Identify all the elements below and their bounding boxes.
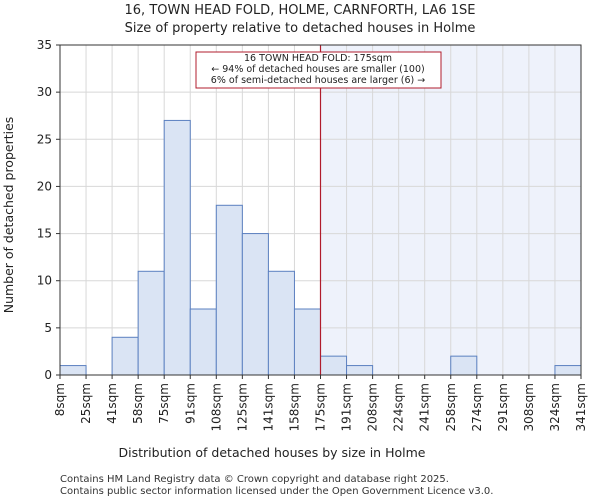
bars-group <box>59 119 582 376</box>
y-tick-label: 30 <box>37 85 52 99</box>
y-axis-label: Number of detached properties <box>1 117 16 314</box>
x-tick-label: 75sqm <box>157 383 171 424</box>
y-tick-label: 0 <box>44 368 52 382</box>
bar <box>215 204 243 376</box>
annotation-box: 16 TOWN HEAD FOLD: 175sqm ← 94% of detac… <box>195 51 442 89</box>
x-tick-label: 241sqm <box>418 383 432 431</box>
x-axis-label: Distribution of detached houses by size … <box>119 445 426 460</box>
x-tick-label: 158sqm <box>287 383 301 431</box>
bar <box>163 119 191 376</box>
bar <box>450 355 478 376</box>
y-tick-label: 10 <box>37 274 52 288</box>
annotation-line-3: 6% of semi-detached houses are larger (6… <box>211 75 425 86</box>
y-tick-label: 35 <box>37 38 52 52</box>
x-tick-label: 108sqm <box>209 383 223 431</box>
annotation-frame <box>195 51 442 89</box>
bar <box>346 365 374 376</box>
bar <box>111 336 139 376</box>
footer-line-2: Contains public sector information licen… <box>60 486 493 497</box>
x-tick-label: 208sqm <box>366 383 380 431</box>
x-tick-label: 274sqm <box>470 383 484 431</box>
bar <box>320 355 348 376</box>
x-tick-label: 258sqm <box>444 383 458 431</box>
annotation-line-2: ← 94% of detached houses are smaller (10… <box>211 64 424 75</box>
bar <box>293 308 322 376</box>
axes-group: 0 5 10 15 20 25 30 35 8sqm 25sqm 41sqm 58sqm 75sqm 91… <box>37 38 588 431</box>
bar <box>189 308 217 376</box>
y-tick-label: 20 <box>37 179 52 193</box>
x-tick-label: 141sqm <box>261 383 275 431</box>
x-tick-label: 191sqm <box>340 383 354 431</box>
bar <box>241 233 269 376</box>
chart-title: 16, TOWN HEAD FOLD, HOLME, CARNFORTH, LA… <box>125 3 476 18</box>
chart-subtitle: Size of property relative to detached ho… <box>125 21 476 36</box>
x-tick-label: 25sqm <box>79 383 93 424</box>
footer-line-1: Contains HM Land Registry data © Crown c… <box>60 474 449 485</box>
y-tick-label: 15 <box>37 227 52 241</box>
x-tick-label: 308sqm <box>522 383 536 431</box>
x-tick-label: 8sqm <box>53 383 67 416</box>
bar <box>59 365 87 376</box>
x-tick-label: 58sqm <box>131 383 145 424</box>
x-tick-label: 324sqm <box>548 383 562 431</box>
x-tick-label: 91sqm <box>183 383 197 424</box>
bar <box>554 365 582 376</box>
bar <box>267 270 295 376</box>
x-tick-label: 41sqm <box>105 383 119 424</box>
annotation-line-1: 16 TOWN HEAD FOLD: 175sqm <box>244 53 392 64</box>
x-tick-label: 175sqm <box>314 383 328 431</box>
x-tick-label: 125sqm <box>235 383 249 431</box>
x-tick-label: 224sqm <box>392 383 406 431</box>
y-tick-label: 25 <box>37 132 52 146</box>
x-tick-label: 341sqm <box>574 383 588 431</box>
x-tick-label: 291sqm <box>496 383 510 431</box>
y-tick-label: 5 <box>44 321 52 335</box>
bar <box>137 270 165 376</box>
